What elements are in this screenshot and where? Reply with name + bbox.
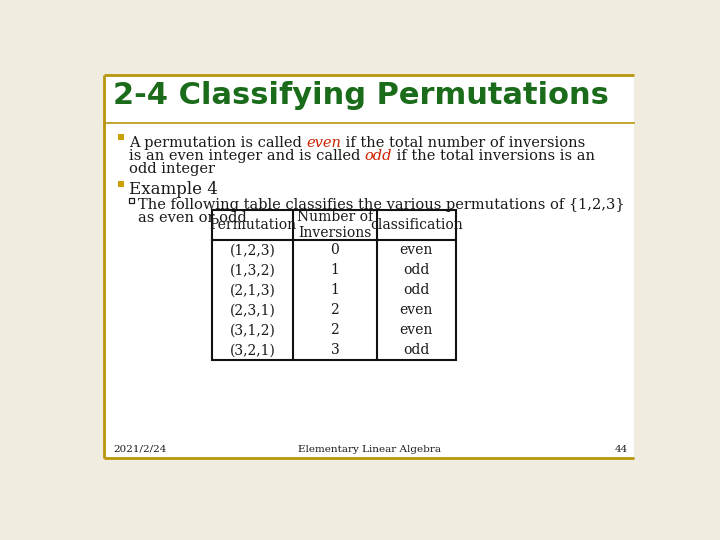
Text: 2: 2	[330, 323, 339, 338]
Text: as even or odd: as even or odd	[138, 211, 247, 225]
Text: odd: odd	[403, 264, 429, 278]
Text: (1,3,2): (1,3,2)	[230, 264, 275, 278]
Text: odd: odd	[403, 343, 429, 357]
Text: Example 4: Example 4	[129, 181, 217, 198]
Text: Number of
Inversions: Number of Inversions	[297, 210, 373, 240]
Text: 1: 1	[330, 284, 339, 298]
Bar	[118, 134, 124, 140]
Text: if the total number of inversions: if the total number of inversions	[341, 136, 585, 150]
Text: 3: 3	[330, 343, 339, 357]
Text: The following table classifies the various permutations of {1,2,3}: The following table classifies the vario…	[138, 198, 625, 212]
Bar	[118, 181, 124, 187]
Text: even: even	[306, 136, 341, 150]
Text: (2,3,1): (2,3,1)	[230, 303, 275, 318]
Text: 2: 2	[330, 303, 339, 318]
Text: (3,2,1): (3,2,1)	[230, 343, 275, 357]
Text: odd: odd	[403, 284, 429, 298]
Text: odd: odd	[365, 148, 392, 163]
Text: classification: classification	[370, 218, 463, 232]
Text: even: even	[400, 323, 433, 338]
Text: Elementary Linear Algebra: Elementary Linear Algebra	[297, 444, 441, 454]
Text: 44: 44	[615, 444, 628, 454]
Text: 2021/2/24: 2021/2/24	[113, 444, 166, 454]
Text: A permutation is called: A permutation is called	[129, 136, 306, 150]
Text: 2-4 Classifying Permutations: 2-4 Classifying Permutations	[113, 81, 609, 110]
Text: Permutation: Permutation	[209, 218, 296, 232]
Text: 1: 1	[330, 264, 339, 278]
Bar	[212, 210, 456, 361]
Text: even: even	[400, 244, 433, 258]
Text: (2,1,3): (2,1,3)	[230, 284, 275, 298]
Text: (1,2,3): (1,2,3)	[230, 244, 275, 258]
Text: is an even integer and is called: is an even integer and is called	[129, 148, 365, 163]
Text: (3,1,2): (3,1,2)	[230, 323, 275, 338]
Text: odd integer: odd integer	[129, 162, 215, 176]
Bar	[129, 198, 134, 204]
Text: 0: 0	[330, 244, 339, 258]
Text: even: even	[400, 303, 433, 318]
Text: if the total inversions is an: if the total inversions is an	[392, 148, 595, 163]
